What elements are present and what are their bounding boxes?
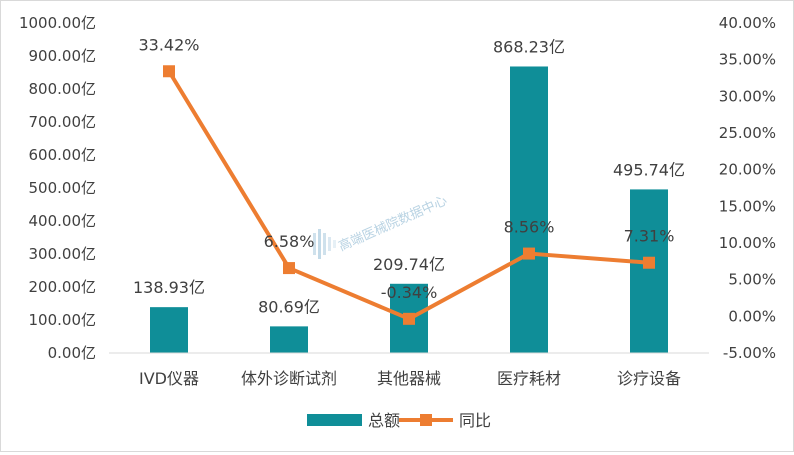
bar-1 [150, 307, 188, 353]
bar-data-label: 868.23亿 [493, 37, 565, 56]
line-point-5 [643, 256, 655, 269]
legend-swatch-marker [420, 414, 432, 426]
line-point-4 [523, 247, 535, 260]
watermark: 高端医械院数据中心 [313, 192, 450, 259]
y2-tick-label: 10.00% [719, 234, 776, 252]
line-point-2 [283, 262, 295, 275]
x-tick-label: IVD仪器 [139, 369, 199, 388]
bar-data-label: 495.74亿 [613, 160, 685, 179]
bar-4 [510, 66, 548, 353]
y2-tick-label: 15.00% [719, 197, 776, 215]
line-series-path [167, 70, 650, 321]
line-data-label: -0.34% [381, 283, 438, 302]
y-tick-label: 100.00亿 [29, 311, 97, 329]
bar-data-label: 138.93亿 [133, 278, 205, 297]
y2-tick-label: 30.00% [719, 87, 776, 105]
legend-label: 同比 [459, 411, 491, 430]
y2-tick-label: 5.00% [728, 271, 776, 289]
y2-tick-label: 0.00% [728, 307, 776, 325]
watermark-text: 高端医械院数据中心 [336, 192, 449, 254]
line-data-label: 8.56% [504, 218, 555, 237]
watermark-logo-icon [313, 229, 336, 259]
line-point-3 [403, 312, 415, 325]
y-tick-label: 700.00亿 [29, 113, 97, 131]
y-tick-label: 600.00亿 [29, 146, 97, 164]
y-tick-label: 400.00亿 [29, 212, 97, 230]
legend: 总额 同比 [307, 411, 491, 430]
y-tick-label: 300.00亿 [29, 245, 97, 263]
line-data-label: 33.42% [138, 35, 199, 54]
line-data-label: 7.31% [624, 227, 675, 246]
legend-label: 总额 [368, 411, 400, 430]
x-tick-label: 诊疗设备 [617, 369, 681, 388]
x-tick-label: 医疗耗材 [497, 369, 561, 388]
y2-tick-label: 20.00% [719, 161, 776, 179]
y2-tick-label: 35.00% [719, 51, 776, 69]
y2-tick-label: 25.00% [719, 124, 776, 142]
y-tick-label: 200.00亿 [29, 278, 97, 296]
bar-2 [270, 326, 308, 353]
legend-swatch-bar [307, 414, 362, 426]
y-tick-label: 800.00亿 [29, 80, 97, 98]
y2-tick-label: -5.00% [723, 344, 776, 362]
bar-data-label: 209.74亿 [373, 255, 445, 274]
line-data-label: 6.58% [264, 232, 315, 251]
x-tick-label: 其他器械 [377, 369, 441, 388]
bar-data-label: 80.69亿 [258, 297, 320, 316]
line-point-1 [163, 65, 175, 78]
y2-tick-label: 40.00% [719, 14, 776, 32]
y-tick-label: 500.00亿 [29, 179, 97, 197]
bar-5 [630, 189, 668, 353]
y-tick-label: 0.00亿 [48, 344, 96, 362]
y-tick-label: 900.00亿 [29, 47, 97, 65]
x-tick-label: 体外诊断试剂 [241, 369, 337, 388]
y-tick-label: 1000.00亿 [19, 14, 96, 32]
